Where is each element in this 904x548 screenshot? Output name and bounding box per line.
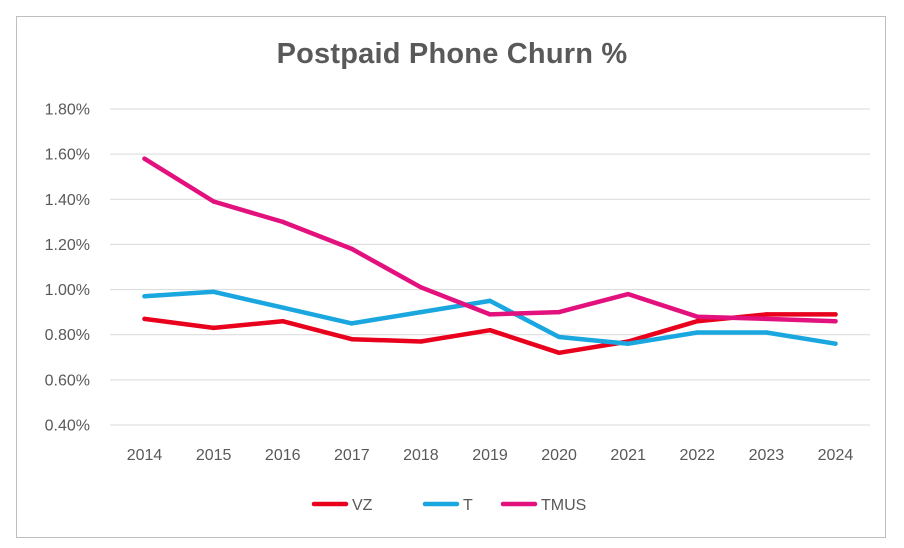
- data-point-vz: [487, 328, 493, 333]
- data-point-tmus: [625, 291, 631, 297]
- data-point-tmus: [695, 314, 700, 319]
- data-point-vz: [418, 339, 424, 344]
- data-point-tmus: [418, 285, 424, 290]
- legend-label-vz: VZ: [352, 497, 373, 514]
- data-point-tmus: [211, 199, 216, 204]
- data-point-t: [418, 309, 424, 315]
- y-tick-label: 0.60%: [45, 372, 90, 389]
- data-point-t: [556, 334, 562, 340]
- data-point-t: [349, 321, 355, 326]
- data-point-vz: [211, 325, 216, 331]
- data-point-t: [487, 298, 493, 304]
- data-point-tmus: [142, 156, 147, 161]
- data-point-t: [833, 341, 838, 346]
- data-point-t: [625, 341, 631, 346]
- legend-label-tmus: TMUS: [541, 497, 586, 514]
- data-point-t: [695, 330, 700, 335]
- data-point-tmus: [487, 312, 493, 317]
- data-point-tmus: [280, 219, 285, 225]
- series-lines: [142, 156, 838, 356]
- y-tick-label: 1.20%: [45, 237, 90, 254]
- chart-title: Postpaid Phone Churn %: [276, 38, 628, 70]
- data-point-tmus: [349, 246, 355, 252]
- y-tick-label: 0.40%: [45, 418, 90, 435]
- legend-label-t: T: [463, 497, 473, 514]
- gridlines: [110, 108, 870, 426]
- x-tick-label: 2024: [818, 447, 854, 464]
- chart-frame: [16, 16, 886, 538]
- y-tick-label: 1.40%: [45, 192, 90, 209]
- data-point-tmus: [764, 316, 769, 322]
- y-tick-label: 1.60%: [45, 147, 90, 164]
- x-tick-label: 2015: [196, 447, 232, 464]
- x-tick-label: 2017: [334, 447, 370, 464]
- data-point-vz: [349, 337, 355, 342]
- x-tick-label: 2018: [403, 447, 439, 464]
- data-point-t: [764, 330, 769, 335]
- data-point-tmus: [556, 309, 562, 315]
- data-point-vz: [556, 350, 562, 355]
- data-point-t: [280, 305, 285, 310]
- x-tick-label: 2022: [679, 447, 715, 464]
- data-point-tmus: [833, 318, 838, 324]
- data-point-vz: [833, 312, 838, 317]
- data-point-t: [211, 289, 216, 295]
- x-tick-label: 2019: [472, 447, 508, 464]
- x-axis: 2014 2015 2016 2017 2018 2019 2020 2021 2022 2023…: [127, 447, 854, 464]
- data-point-vz: [695, 318, 700, 324]
- x-tick-label: 2016: [265, 447, 301, 464]
- data-point-t: [142, 294, 147, 299]
- data-point-vz: [764, 312, 769, 317]
- legend: VZ T TMUS: [311, 497, 586, 514]
- y-tick-label: 1.80%: [45, 102, 90, 119]
- x-tick-label: 2020: [541, 447, 577, 464]
- data-point-vz: [280, 318, 285, 324]
- y-tick-label: 0.80%: [45, 327, 90, 344]
- x-tick-label: 2023: [749, 447, 785, 464]
- data-point-vz: [142, 316, 147, 322]
- x-tick-label: 2014: [127, 447, 163, 464]
- series-line-tmus: [142, 156, 838, 324]
- y-axis: 0.40% 0.60% 0.80% 1.00% 1.20% 1.40% 1.60% 1.80%: [45, 102, 90, 435]
- y-tick-label: 1.00%: [45, 282, 90, 299]
- x-tick-label: 2021: [610, 447, 646, 464]
